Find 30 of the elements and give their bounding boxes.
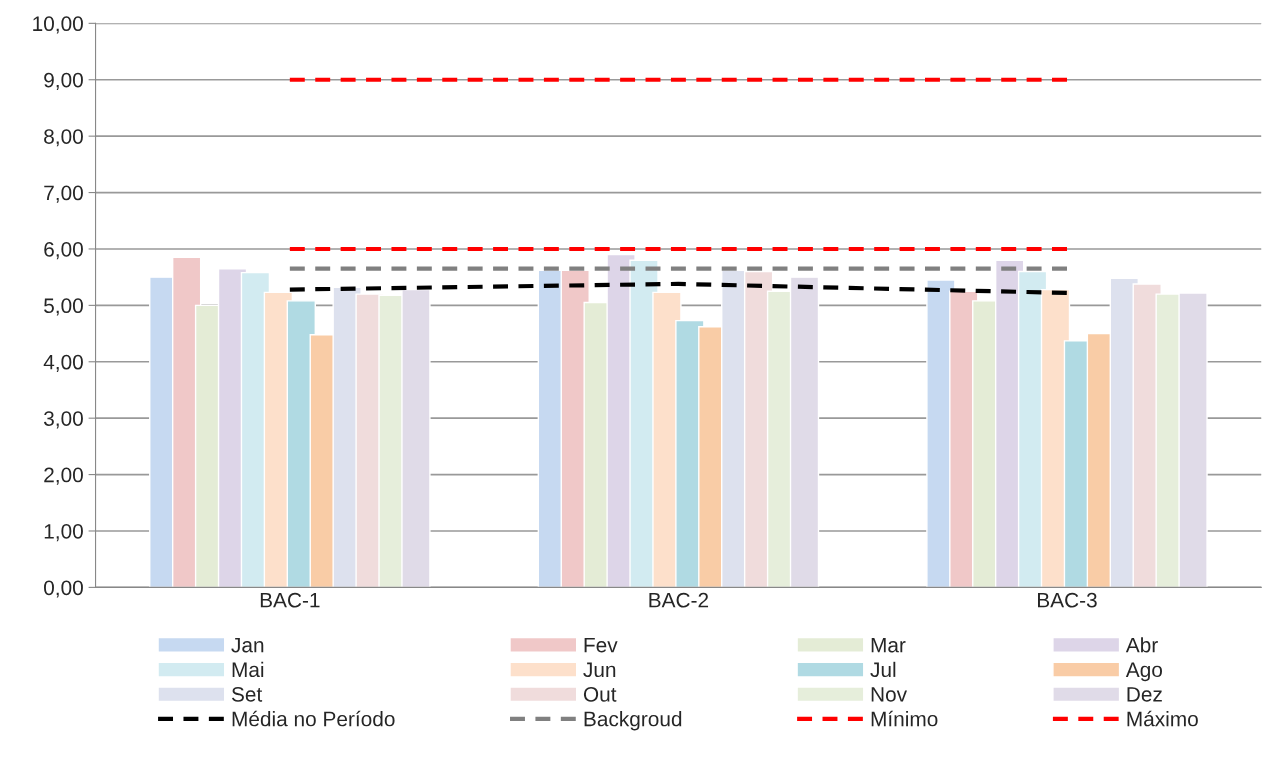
y-tick-label: 8,00 [44,129,83,147]
y-tick-label: 6,00 [44,241,83,260]
legend-label: Média no Período [232,710,395,727]
y-tick-label: 1,00 [44,523,83,542]
legend-label: Set [231,686,263,702]
legend-label: Nov [871,687,907,702]
legend-label: Mínimo [871,710,938,727]
legend-label: Mai [232,661,264,678]
legend-label: Mar [871,637,906,653]
y-tick-label: 10,00 [33,16,83,34]
y-tick-label: 3,00 [44,411,83,429]
y-tick-label: 2,00 [44,467,83,485]
legend-label: Ago [1125,662,1163,682]
legend-label: Dez [1127,687,1162,702]
x-tick-label: BAC-2 [649,592,709,608]
y-tick-label: 7,00 [44,185,83,203]
y-tick-label: 0,00 [44,580,83,598]
legend-label: Jun [583,662,616,678]
legend-label: Jul [870,661,896,678]
legend-label: Out [583,686,617,702]
legend-label: Jan [231,637,264,653]
y-tick-label: 5,00 [44,298,83,316]
legend-label: Máximo [1127,710,1198,727]
legend-label: Abr [1125,637,1158,653]
legend-label: Fev [584,637,618,653]
x-tick-label: BAC-3 [1038,592,1097,608]
legend-label: Backgroud [584,711,682,731]
y-tick-label: 4,00 [43,354,83,372]
x-tick-label: BAC-1 [260,592,320,608]
y-tick-label: 9,00 [44,72,83,90]
